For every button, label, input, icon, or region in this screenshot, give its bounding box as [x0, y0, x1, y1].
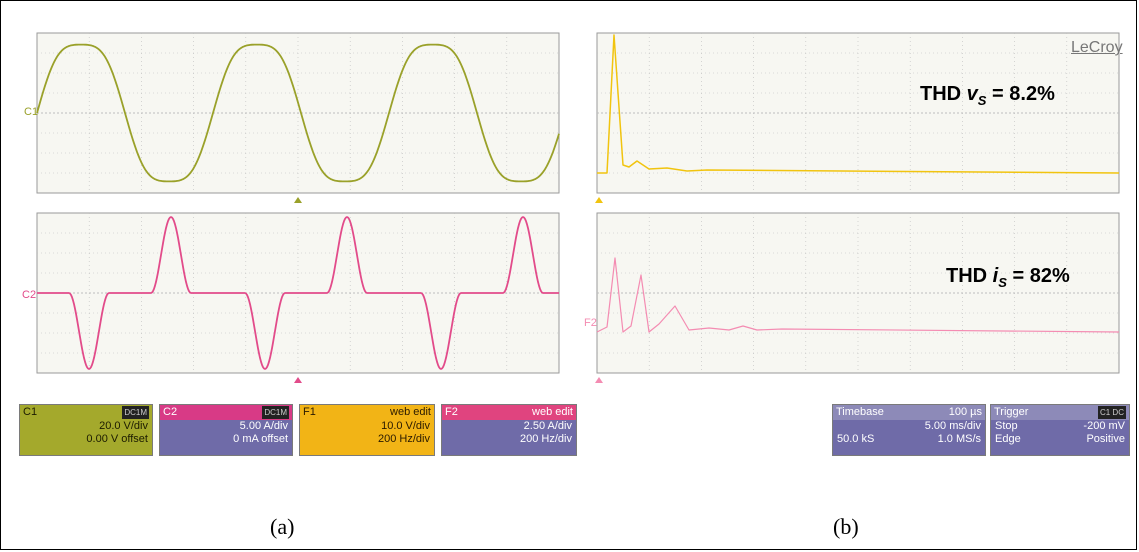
lecroy-logo: LeCroy — [1071, 39, 1123, 56]
timebase-samples: 50.0 kS — [837, 433, 875, 445]
c2-name: C2 — [163, 406, 178, 418]
timebase-msdiv: 5.00 ms/div — [924, 420, 981, 432]
voltage-fft-trace — [597, 34, 1120, 174]
channel-marker-f2: F2 — [584, 317, 597, 329]
f2-hzdiv: 200 Hz/div — [520, 433, 572, 445]
f2-name: F2 — [445, 406, 458, 418]
thd-vs-var: v — [966, 83, 978, 105]
thd-is-prefix: THD — [946, 265, 993, 287]
thd-vs-prefix: THD — [920, 83, 967, 105]
voltage-trace — [36, 43, 560, 183]
trigger-type: Edge — [995, 433, 1021, 445]
thd-vs-suffix: = 8.2% — [986, 83, 1055, 105]
timebase-value: 100 µs — [948, 406, 982, 418]
trigger-descriptor[interactable]: Trigger C1 DC Stop -200 mV Edge Positive — [990, 404, 1130, 456]
f1-hzdiv: 200 Hz/div — [378, 433, 430, 445]
f1-vdiv: 10.0 V/div — [381, 420, 430, 432]
timebase-label: Timebase — [836, 406, 884, 418]
thd-vs-sub: S — [977, 93, 987, 108]
trigger-marker-c1 — [294, 197, 302, 203]
caption-b: (b) — [833, 514, 859, 539]
marker-f2 — [595, 377, 603, 383]
timebase-rate: 1.0 MS/s — [937, 433, 981, 445]
current-fft-trace — [596, 257, 1120, 333]
f2-descriptor[interactable]: F2 web edit 2.50 A/div 200 Hz/div — [441, 404, 577, 456]
thd-is-suffix: = 82% — [1006, 265, 1070, 287]
c1-tags: DC1M — [122, 406, 149, 419]
c2-adiv: 5.00 A/div — [239, 420, 288, 432]
trigger-level: -200 mV — [1083, 420, 1125, 432]
c2-descriptor[interactable]: C2 DC1M 5.00 A/div 0 mA offset — [159, 404, 293, 456]
c2-tags: DC1M — [262, 406, 289, 419]
channel-marker-c1: C1 — [24, 106, 39, 118]
channel-marker-c2: C2 — [22, 289, 37, 301]
marker-f1 — [595, 197, 603, 203]
f1-descriptor[interactable]: F1 web edit 10.0 V/div 200 Hz/div — [299, 404, 435, 456]
f2-mode: web edit — [532, 406, 573, 418]
c1-offset: 0.00 V offset — [86, 433, 148, 445]
c1-vdiv: 20.0 V/div — [99, 420, 148, 432]
f1-mode: web edit — [390, 406, 431, 418]
thd-is-sub: S — [998, 275, 1007, 290]
trigger-mode: Stop — [995, 420, 1018, 432]
c2-offset: 0 mA offset — [233, 433, 288, 445]
c1-descriptor[interactable]: C1 DC1M 20.0 V/div 0.00 V offset — [19, 404, 153, 456]
f1-name: F1 — [303, 406, 316, 418]
thd-is-var: i — [992, 265, 999, 287]
trigger-label: Trigger — [994, 406, 1029, 418]
trigger-slope: Positive — [1086, 433, 1125, 445]
timebase-descriptor[interactable]: Timebase 100 µs 5.00 ms/div 50.0 kS 1.0 MS… — [832, 404, 986, 456]
trigger-tags: C1 DC — [1097, 406, 1126, 419]
caption-a: (a) — [270, 514, 295, 539]
thd-vs-label: THD vS = 8.2% — [920, 83, 1055, 108]
c1-name: C1 — [23, 406, 38, 418]
f2-adiv: 2.50 A/div — [523, 420, 572, 432]
trigger-marker-c2 — [294, 377, 302, 383]
current-trace — [37, 216, 559, 370]
thd-is-label: THD iS = 82% — [946, 265, 1070, 290]
